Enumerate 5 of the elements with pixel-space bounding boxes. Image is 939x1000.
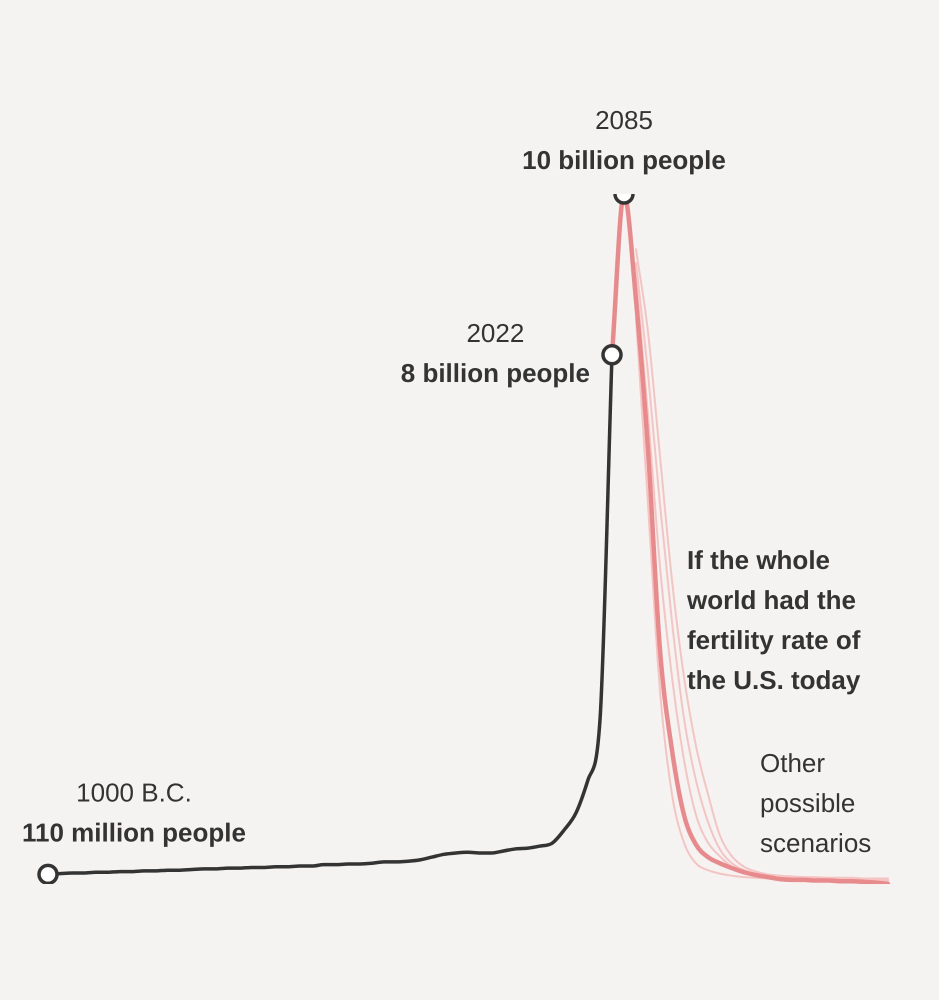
annotation: 2022 8 billion people	[400, 318, 590, 388]
text: 2085 10 billion people	[522, 105, 726, 176]
annotation: Other possible scenarios	[760, 748, 872, 858]
series-label: If the whole world had the fertility rate of the U.S. today	[686, 545, 861, 696]
annotation: 1000 B.C. 110 million people	[22, 778, 246, 848]
